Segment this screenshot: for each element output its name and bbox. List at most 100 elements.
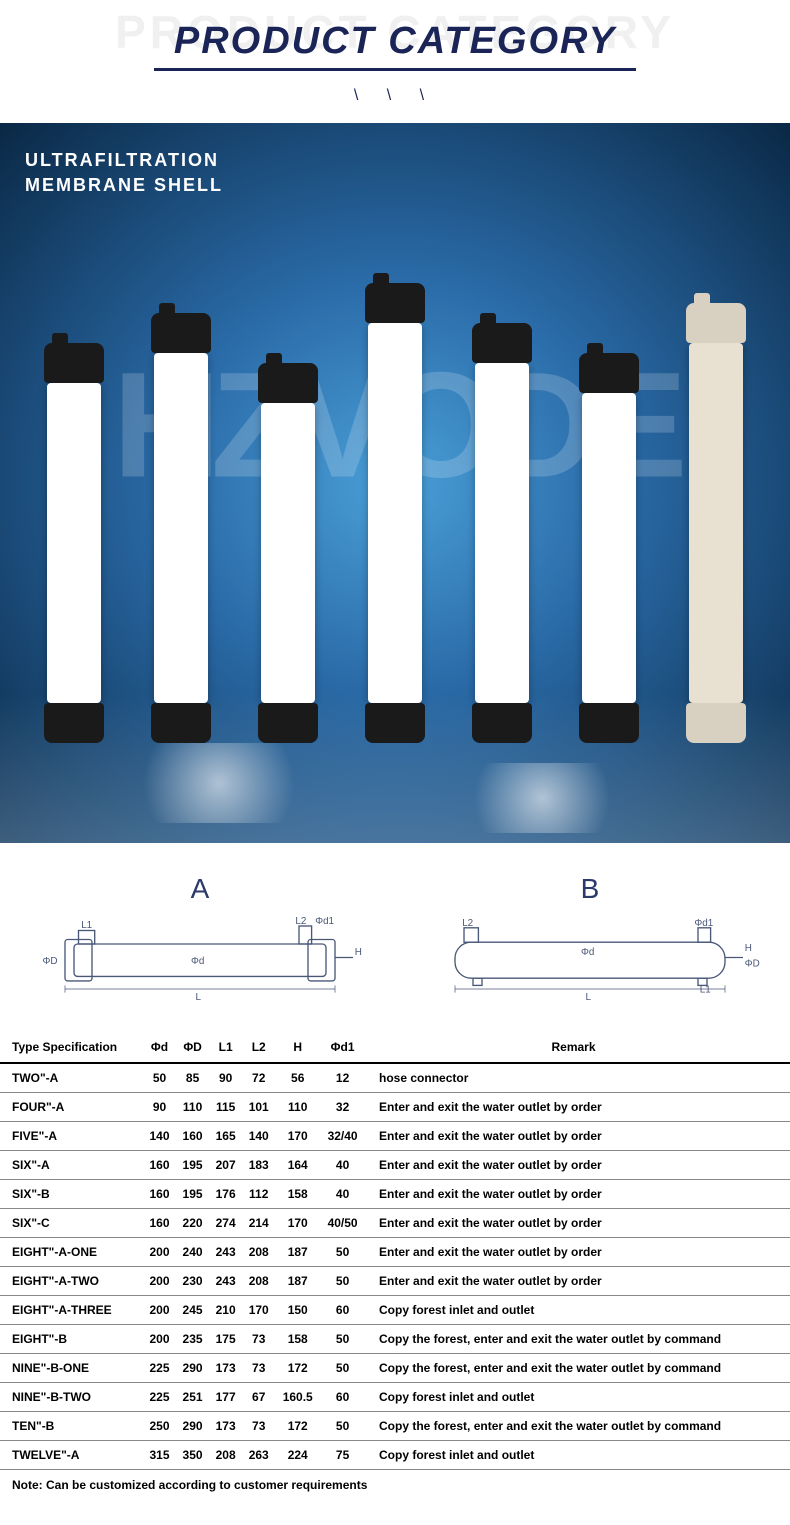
- table-cell: 50: [320, 1412, 365, 1441]
- table-header-cell: L1: [209, 1032, 242, 1063]
- svg-text:ΦD: ΦD: [745, 959, 760, 970]
- filter-body: [154, 353, 208, 703]
- table-row: TEN"-B2502901737317250Copy the forest, e…: [0, 1412, 790, 1441]
- table-cell: 40: [320, 1180, 365, 1209]
- svg-text:Φd1: Φd1: [694, 918, 713, 929]
- table-note: Note: Can be customized according to cus…: [0, 1470, 790, 1500]
- table-cell: 225: [143, 1354, 176, 1383]
- header-slashes: \ \ \: [0, 87, 790, 105]
- table-cell: 214: [242, 1209, 275, 1238]
- table-cell: EIGHT"-A-THREE: [0, 1296, 143, 1325]
- filter-row: [0, 283, 790, 743]
- table-cell: 200: [143, 1238, 176, 1267]
- table-cell: 170: [242, 1296, 275, 1325]
- table-cell: NINE"-B-TWO: [0, 1383, 143, 1412]
- table-cell: 85: [176, 1063, 209, 1093]
- filter-foot: [686, 703, 746, 743]
- table-row: FOUR"-A9011011510111032Enter and exit th…: [0, 1093, 790, 1122]
- table-cell: 101: [242, 1093, 275, 1122]
- table-cell: Copy the forest, enter and exit the wate…: [365, 1354, 790, 1383]
- svg-text:L: L: [586, 992, 592, 1003]
- table-cell: 350: [176, 1441, 209, 1470]
- table-row: FIVE"-A14016016514017032/40Enter and exi…: [0, 1122, 790, 1151]
- table-row: SIX"-C16022027421417040/50Enter and exit…: [0, 1209, 790, 1238]
- table-cell: 75: [320, 1441, 365, 1470]
- filter-foot: [44, 703, 104, 743]
- table-cell: SIX"-C: [0, 1209, 143, 1238]
- table-cell: Copy the forest, enter and exit the wate…: [365, 1325, 790, 1354]
- table-cell: 235: [176, 1325, 209, 1354]
- table-cell: 110: [176, 1093, 209, 1122]
- filter-item: [681, 303, 751, 743]
- table-cell: 150: [275, 1296, 320, 1325]
- table-cell: 160.5: [275, 1383, 320, 1412]
- table-cell: 50: [320, 1238, 365, 1267]
- svg-text:L1: L1: [81, 920, 92, 931]
- table-cell: SIX"-A: [0, 1151, 143, 1180]
- table-cell: Enter and exit the water outlet by order: [365, 1122, 790, 1151]
- table-cell: 50: [143, 1063, 176, 1093]
- table-cell: 60: [320, 1296, 365, 1325]
- hero-title: ULTRAFILTRATION MEMBRANE SHELL: [25, 148, 223, 198]
- table-cell: 290: [176, 1354, 209, 1383]
- table-cell: hose connector: [365, 1063, 790, 1093]
- filter-cap: [579, 353, 639, 393]
- table-cell: 50: [320, 1325, 365, 1354]
- table-header-cell: Remark: [365, 1032, 790, 1063]
- table-row: NINE"-B-ONE2252901737317250Copy the fore…: [0, 1354, 790, 1383]
- svg-text:L: L: [196, 992, 202, 1003]
- table-cell: SIX"-B: [0, 1180, 143, 1209]
- table-cell: 274: [209, 1209, 242, 1238]
- header: PRODUCT CATEGORY PRODUCT CATEGORY: [0, 0, 790, 81]
- table-cell: 164: [275, 1151, 320, 1180]
- filter-item: [574, 353, 644, 743]
- svg-text:Φd1: Φd1: [315, 917, 334, 927]
- table-cell: 90: [143, 1093, 176, 1122]
- table-row: NINE"-B-TWO22525117767160.560Copy forest…: [0, 1383, 790, 1412]
- table-cell: 243: [209, 1267, 242, 1296]
- diagrams: A L1 L2 ΦD Φd Φd1 H L: [0, 843, 790, 1032]
- table-cell: 208: [242, 1267, 275, 1296]
- table-cell: TWO"-A: [0, 1063, 143, 1093]
- table-cell: 158: [275, 1325, 320, 1354]
- table-cell: 73: [242, 1412, 275, 1441]
- table-cell: 225: [143, 1383, 176, 1412]
- table-cell: 195: [176, 1151, 209, 1180]
- table-cell: 243: [209, 1238, 242, 1267]
- table-cell: 245: [176, 1296, 209, 1325]
- table-cell: 207: [209, 1151, 242, 1180]
- table-cell: FIVE"-A: [0, 1122, 143, 1151]
- filter-body: [47, 383, 101, 703]
- table-cell: Enter and exit the water outlet by order: [365, 1238, 790, 1267]
- hero-title-line2: MEMBRANE SHELL: [25, 175, 223, 195]
- table-header-cell: L2: [242, 1032, 275, 1063]
- table-cell: FOUR"-A: [0, 1093, 143, 1122]
- table-cell: 56: [275, 1063, 320, 1093]
- filter-item: [253, 363, 323, 743]
- table-cell: 251: [176, 1383, 209, 1412]
- table-row: TWO"-A508590725612hose connector: [0, 1063, 790, 1093]
- table-cell: 172: [275, 1412, 320, 1441]
- svg-text:L1: L1: [700, 985, 711, 996]
- filter-foot: [365, 703, 425, 743]
- table-header-row: Type SpecificationΦdΦDL1L2HΦd1Remark: [0, 1032, 790, 1063]
- table-cell: 32/40: [320, 1122, 365, 1151]
- filter-body: [582, 393, 636, 703]
- table-cell: 200: [143, 1267, 176, 1296]
- table-row: EIGHT"-A-THREE20024521017015060Copy fore…: [0, 1296, 790, 1325]
- table-cell: 315: [143, 1441, 176, 1470]
- table-cell: Enter and exit the water outlet by order: [365, 1267, 790, 1296]
- table-cell: 263: [242, 1441, 275, 1470]
- table-cell: EIGHT"-A-ONE: [0, 1238, 143, 1267]
- table-header-cell: Φd: [143, 1032, 176, 1063]
- filter-cap: [472, 323, 532, 363]
- table-header-cell: Φd1: [320, 1032, 365, 1063]
- svg-text:ΦD: ΦD: [43, 956, 58, 967]
- svg-text:L2: L2: [462, 918, 473, 929]
- diagram-b: B L2 Φd1 Φd H ΦD L1 L: [405, 873, 775, 1012]
- diagram-b-svg: L2 Φd1 Φd H ΦD L1 L: [405, 917, 775, 1007]
- table-cell: 160: [176, 1122, 209, 1151]
- table-cell: 112: [242, 1180, 275, 1209]
- table-cell: 158: [275, 1180, 320, 1209]
- table-cell: 176: [209, 1180, 242, 1209]
